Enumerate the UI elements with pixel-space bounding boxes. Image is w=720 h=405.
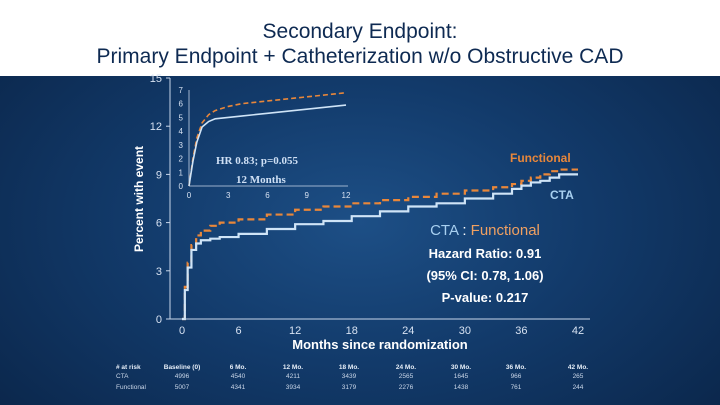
inset-y-tick-label: 3 <box>179 141 184 150</box>
confidence-interval-text: (95% CI: 0.78, 1.06) <box>426 268 543 283</box>
inset-hr-text: HR 0.83; p=0.055 <box>216 155 299 167</box>
risk-cell: 1438 <box>454 384 469 391</box>
risk-header-cell: 18 Mo. <box>339 364 359 371</box>
x-tick-label: 0 <box>179 325 185 337</box>
risk-header-cell: 36 Mo. <box>506 364 526 371</box>
x-tick-label: 18 <box>346 325 358 337</box>
risk-cell: 265 <box>573 373 584 380</box>
risk-header-cell: Baseline (0) <box>164 364 201 371</box>
y-tick-label: 6 <box>156 218 162 230</box>
functional-series-line <box>182 168 578 321</box>
x-tick-label: 6 <box>236 325 242 337</box>
risk-cell: 4341 <box>231 384 246 391</box>
x-tick-label: 30 <box>459 325 471 337</box>
comparison-functional: Functional <box>471 222 540 239</box>
risk-cell: 3934 <box>286 384 301 391</box>
functional-series-label: Functional <box>510 151 571 165</box>
title-banner: Secondary Endpoint: Primary Endpoint + C… <box>0 0 720 76</box>
risk-cell: 761 <box>511 384 522 391</box>
slide-subtitle: Primary Endpoint + Catheterization w/o O… <box>96 45 624 68</box>
risk-cell: 4540 <box>231 373 246 380</box>
risk-cell: 966 <box>511 373 522 380</box>
y-tick-label: 12 <box>150 121 162 133</box>
inset-y-tick-label: 4 <box>179 127 184 136</box>
inset-x-tick-label: 12 <box>342 191 351 200</box>
slide-title: Secondary Endpoint: <box>262 20 458 43</box>
risk-header-cell: 42 Mo. <box>568 364 588 371</box>
x-axis-title: Months since randomization <box>292 337 468 352</box>
inset-x-label: 12 Months <box>236 174 287 186</box>
inset-y-tick-label: 6 <box>179 100 184 109</box>
risk-cell: 4211 <box>286 373 300 380</box>
inset-functional-line <box>188 91 347 187</box>
risk-cell: 5007 <box>175 384 190 391</box>
inset-x-tick-label: 0 <box>187 191 192 200</box>
risk-row-label: CTA <box>116 373 129 380</box>
y-tick-label: 9 <box>156 169 162 181</box>
risk-header-cell: 30 Mo. <box>451 364 471 371</box>
cta-series-label: CTA <box>550 188 574 202</box>
x-tick-label: 12 <box>289 325 301 337</box>
y-axis-title: Percent with event <box>132 146 146 252</box>
risk-header-cell: 12 Mo. <box>283 364 303 371</box>
x-tick-label: 24 <box>402 325 414 337</box>
risk-cell: 1645 <box>454 373 469 380</box>
comparison-cta: CTA <box>430 222 459 239</box>
risk-cell: 3179 <box>342 384 357 391</box>
inset-cta-line <box>188 104 347 187</box>
inset-y-tick-label: 0 <box>179 182 184 191</box>
risk-header-cell: # at risk <box>116 364 141 371</box>
risk-cell: 3439 <box>342 373 357 380</box>
inset-y-tick-label: 2 <box>179 155 184 164</box>
inset-y-tick-label: 1 <box>179 168 184 177</box>
risk-header-cell: 24 Mo. <box>396 364 416 371</box>
y-tick-label: 15 <box>150 73 162 85</box>
risk-header-cell: 6 Mo. <box>230 364 247 371</box>
hazard-ratio-text: Hazard Ratio: 0.91 <box>429 246 542 261</box>
cta-series-line <box>182 173 578 321</box>
comparison-separator: : <box>458 222 471 239</box>
inset-y-tick-label: 7 <box>179 86 184 95</box>
risk-table: # at risk Baseline (0) 6 Mo. 12 Mo. 18 Mo. 24… <box>116 364 588 391</box>
risk-cell: 2565 <box>399 373 414 380</box>
y-tick-label: 0 <box>156 314 162 326</box>
inset-x-tick-label: 9 <box>305 191 310 200</box>
risk-row-label: Functional <box>116 384 147 391</box>
x-tick-label: 36 <box>515 325 527 337</box>
y-tick-label: 3 <box>156 266 162 278</box>
risk-cell: 4996 <box>175 373 190 380</box>
pvalue-text: P-value: 0.217 <box>442 290 529 305</box>
inset-x-tick-label: 3 <box>226 191 231 200</box>
risk-cell: 2276 <box>399 384 414 391</box>
risk-cell: 244 <box>573 384 584 391</box>
inset-x-tick-label: 6 <box>265 191 270 200</box>
x-tick-label: 42 <box>572 325 584 337</box>
inset-y-tick-label: 5 <box>179 113 184 122</box>
comparison-label: CTA : Functional <box>430 222 540 239</box>
